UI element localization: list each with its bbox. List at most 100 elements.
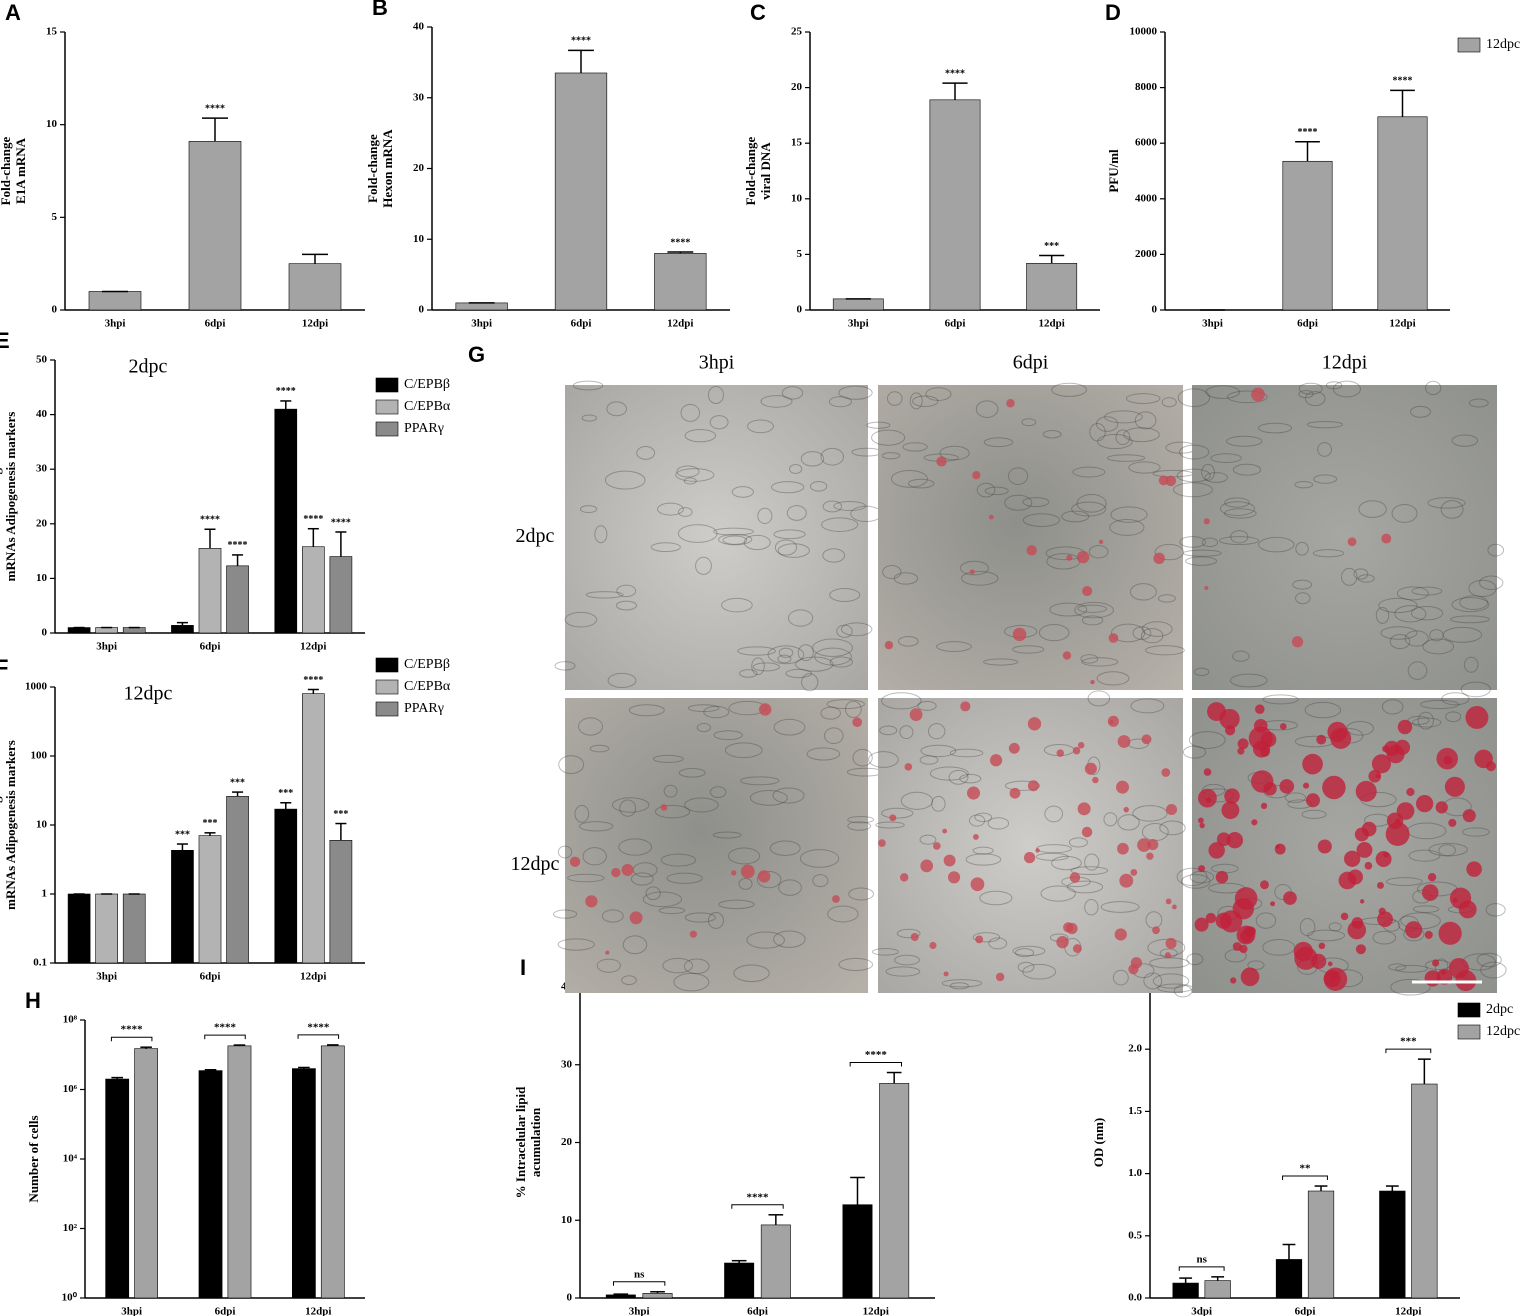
lipid-droplet [1084, 762, 1097, 775]
lipid-droplet [740, 864, 755, 879]
significance-bracket [849, 1062, 903, 1067]
lipid-droplet [1486, 761, 1496, 772]
column-label: 6dpi [1013, 352, 1049, 374]
cell [1218, 536, 1260, 545]
y-axis-label: Hexon mRNA [380, 129, 395, 208]
x-tick-label: 3hpi [848, 318, 869, 330]
cell [728, 847, 761, 865]
lipid-droplet [1117, 735, 1131, 748]
lipid-droplet [1141, 734, 1152, 745]
cell [1089, 422, 1106, 442]
cell [1100, 901, 1140, 913]
bar [288, 263, 342, 311]
micrograph [868, 690, 1194, 998]
y-tick-label: 10 [36, 572, 48, 584]
significance-bracket [110, 1036, 153, 1042]
bar [122, 627, 146, 634]
cell [1132, 805, 1168, 822]
lipid-droplet [932, 842, 941, 850]
lipid-droplet [995, 972, 1005, 982]
y-tick-label: 0.5 [1128, 1229, 1142, 1241]
cell [557, 845, 573, 859]
row-label: 12dpc [511, 853, 560, 875]
bar [302, 693, 325, 964]
y-tick-label: 0 [42, 627, 48, 639]
significance: **** [1393, 76, 1413, 87]
cell [1408, 849, 1441, 862]
cell [1325, 381, 1343, 390]
lipid-droplet [1035, 848, 1040, 853]
significance: *** [278, 788, 293, 799]
cell [767, 645, 805, 665]
cell [1115, 429, 1131, 446]
cell [1317, 442, 1333, 457]
lipid-droplet [1116, 780, 1130, 794]
lipid-droplet [1072, 944, 1082, 953]
legend-swatch [375, 421, 399, 437]
cell [1159, 820, 1186, 836]
cell [1106, 454, 1146, 462]
cell [567, 873, 605, 883]
cell [683, 958, 710, 975]
cell [1258, 536, 1295, 553]
cell [812, 874, 829, 888]
lipid-droplet [585, 895, 598, 908]
cell [1328, 922, 1342, 932]
cell [1357, 574, 1375, 583]
significance: **** [200, 515, 220, 526]
micrograph-bg [878, 698, 1183, 993]
lipid-droplet [1082, 586, 1093, 597]
cell [673, 972, 710, 992]
cell [801, 673, 819, 692]
bar [654, 253, 707, 311]
lipid-droplet [1153, 552, 1165, 565]
cell [795, 656, 834, 672]
lipid-droplet [1240, 967, 1260, 987]
y-axis-label: viral DNA [758, 142, 773, 200]
cell [703, 705, 730, 719]
cell [1407, 661, 1428, 680]
cell [1134, 411, 1157, 430]
cell [746, 931, 785, 949]
bar [171, 625, 194, 634]
lipid-droplet [943, 854, 956, 867]
lipid-droplet [1462, 809, 1476, 823]
lipid-droplet [1364, 861, 1373, 870]
y-tick-label: 2000 [1135, 248, 1158, 260]
cell [929, 766, 969, 781]
y-tick-label: 0.0 [1128, 1292, 1142, 1304]
x-tick-label: 6dpi [945, 318, 966, 330]
lipid-droplet [1305, 793, 1320, 808]
cell [713, 730, 743, 741]
cell [821, 517, 859, 532]
significance-bracket [1385, 1048, 1432, 1054]
significance: **** [670, 237, 690, 248]
x-tick-label: 3dpi [1191, 1306, 1212, 1316]
cell [709, 786, 727, 799]
cell [1422, 638, 1455, 655]
cell [931, 795, 946, 812]
lipid-droplet [1415, 794, 1434, 813]
lipid-droplet [1291, 636, 1304, 648]
x-tick-label: 3hpi [629, 1306, 650, 1316]
cell [893, 572, 919, 585]
cell [1451, 434, 1479, 447]
lipid-droplet [1405, 921, 1423, 939]
bar [1282, 160, 1333, 311]
cell [1386, 877, 1423, 887]
cell [1438, 844, 1456, 857]
cell [773, 718, 806, 736]
lipid-droplet [1424, 930, 1433, 939]
cell [1084, 899, 1099, 916]
lipid-droplet [1114, 928, 1127, 941]
lipid-droplet [920, 859, 934, 873]
cell [1204, 472, 1228, 483]
cell [1173, 984, 1193, 998]
cell [1077, 604, 1108, 613]
lipid-droplet [1427, 872, 1437, 882]
cell [678, 768, 706, 778]
lipid-droplet [1008, 742, 1020, 754]
cell [1201, 463, 1215, 481]
lipid-droplet [1359, 899, 1365, 904]
cell [760, 395, 793, 408]
